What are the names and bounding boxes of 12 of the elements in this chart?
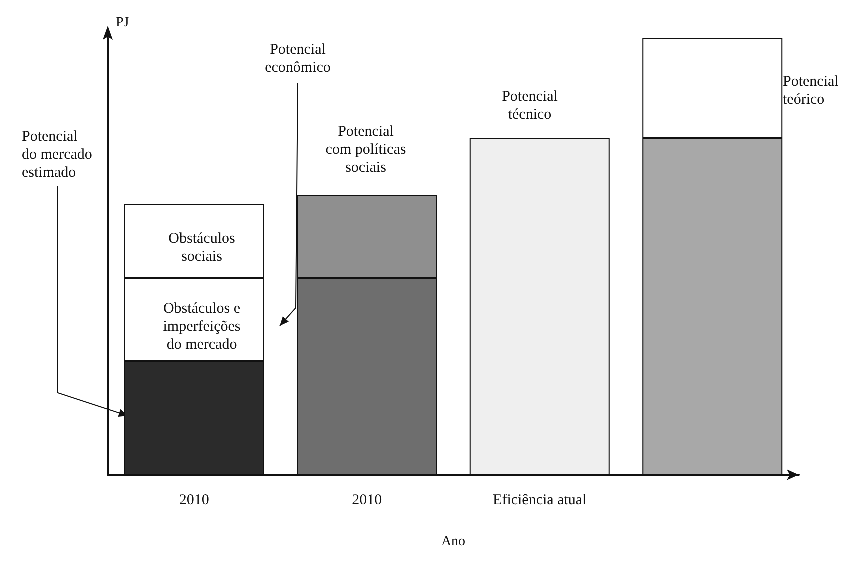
y-axis-title: PJ (116, 16, 130, 30)
text: Potencial do mercado estimado (22, 129, 92, 181)
annotation: Potencial econômico (265, 42, 331, 76)
annotation: Potencial técnico (502, 89, 558, 123)
x-axis-title: Ano (441, 534, 466, 550)
annotation: Potencial teórico (783, 74, 839, 108)
x-tick-label: Eficiência atual (493, 492, 587, 508)
annotation: Obstáculos e imperfeições do mercado (163, 301, 241, 353)
annotation: Potencial com políticas sociais (326, 124, 406, 176)
x-tick-label: 2010 (179, 492, 210, 508)
x-tick-label: 2010 (352, 492, 382, 508)
annotation: Obstáculos sociais (168, 231, 236, 265)
